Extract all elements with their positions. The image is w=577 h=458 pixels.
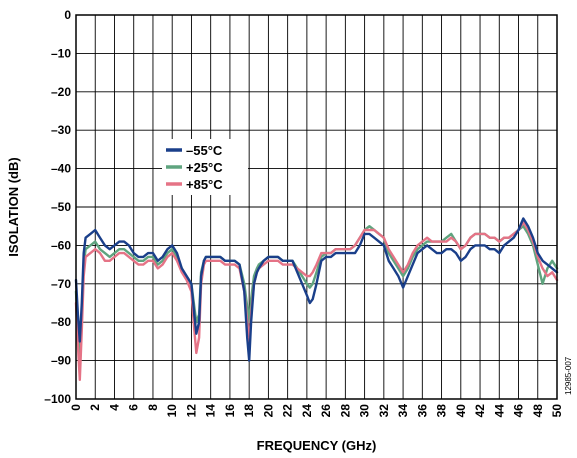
- x-tick-label: 16: [223, 404, 237, 418]
- x-tick-label: 26: [319, 404, 333, 418]
- x-tick-label: 18: [242, 404, 256, 418]
- x-tick-label: 46: [512, 404, 526, 418]
- y-tick-label: 0: [64, 8, 71, 22]
- x-tick-label: 0: [69, 404, 83, 411]
- y-tick-label: –90: [51, 354, 71, 368]
- x-tick-label: 6: [127, 404, 141, 411]
- y-tick-label: –10: [51, 46, 71, 60]
- x-tick-labels: 0 2 4 6 8 10 12 14 16 18 20 22 24 26 28 30 32 34 36 38 40 42 4…: [69, 404, 564, 418]
- x-tick-label: 10: [165, 404, 179, 418]
- x-tick-label: 20: [261, 404, 275, 418]
- y-tick-label: –50: [51, 200, 71, 214]
- x-tick-label: 24: [300, 404, 314, 418]
- figure-id: 12985-007: [564, 356, 573, 395]
- series-layer: [74, 217, 559, 381]
- legend-label-85c: +85°C: [186, 177, 223, 192]
- x-tick-label: 22: [281, 404, 295, 418]
- y-tick-label: –80: [51, 315, 71, 329]
- y-tick-label: –30: [51, 123, 71, 137]
- x-axis-title: FREQUENCY (GHz): [257, 438, 377, 453]
- x-tick-label: 50: [550, 404, 564, 418]
- x-tick-label: 2: [88, 404, 102, 411]
- y-tick-label: –20: [51, 85, 71, 99]
- series-line-0: [74, 217, 559, 362]
- y-tick-label: –60: [51, 238, 71, 252]
- x-tick-label: 14: [204, 404, 218, 418]
- legend: –55°C +25°C +85°C: [162, 139, 248, 195]
- x-tick-label: 44: [492, 404, 506, 418]
- x-tick-label: 8: [146, 404, 160, 411]
- x-tick-label: 32: [377, 404, 391, 418]
- x-tick-label: 28: [338, 404, 352, 418]
- x-tick-label: 36: [415, 404, 429, 418]
- x-tick-label: 30: [358, 404, 372, 418]
- y-tick-label: –70: [51, 277, 71, 291]
- legend-label-25c: +25°C: [186, 160, 223, 175]
- y-tick-labels: 0 –10 –20 –30 –40 –50 –60 –70 –80 –90 –100: [44, 8, 71, 406]
- x-tick-label: 4: [107, 404, 121, 411]
- legend-label-55c: –55°C: [186, 143, 223, 158]
- y-tick-label: –100: [44, 392, 71, 406]
- y-axis-title: ISOLATION (dB): [6, 157, 21, 256]
- x-tick-label: 48: [531, 404, 545, 418]
- x-tick-label: 34: [396, 404, 410, 418]
- y-tick-label: –40: [51, 162, 71, 176]
- x-tick-label: 12: [184, 404, 198, 418]
- grid-lines: [75, 14, 558, 400]
- x-tick-label: 42: [473, 404, 487, 418]
- series-line-2: [74, 221, 559, 381]
- plot-frame: [75, 14, 558, 400]
- x-tick-label: 38: [435, 404, 449, 418]
- x-tick-label: 40: [454, 404, 468, 418]
